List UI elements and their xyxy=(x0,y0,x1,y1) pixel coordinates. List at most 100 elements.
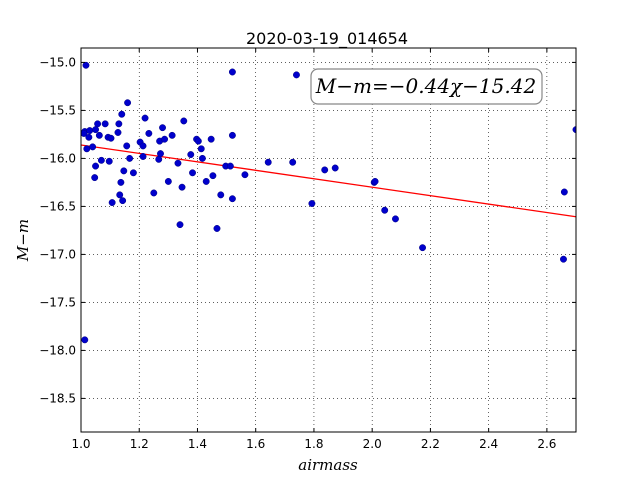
data-point xyxy=(180,117,188,125)
data-point xyxy=(92,126,100,134)
x-tick-label: 1.8 xyxy=(304,437,323,451)
data-point xyxy=(289,158,297,166)
y-tick-label: −15.5 xyxy=(39,103,76,117)
data-point xyxy=(241,171,249,179)
data-point xyxy=(168,131,176,139)
fit-equation-annotation: M−m=−0.44χ−15.42 xyxy=(315,74,536,98)
data-point xyxy=(82,61,90,69)
plot-area xyxy=(81,48,576,432)
plot-frame xyxy=(80,47,577,433)
data-point xyxy=(560,188,568,196)
x-tick-label: 1.0 xyxy=(71,437,90,451)
y-tick-label: −16.0 xyxy=(39,151,76,165)
data-point xyxy=(123,142,131,150)
data-point xyxy=(117,178,125,186)
data-point xyxy=(86,127,94,135)
data-point xyxy=(139,142,147,150)
data-point xyxy=(226,162,234,170)
data-point xyxy=(176,221,184,229)
data-point xyxy=(105,157,113,165)
y-tick-label: −18.0 xyxy=(39,343,76,357)
data-point xyxy=(97,156,105,164)
data-points xyxy=(81,61,576,344)
data-point xyxy=(85,133,93,141)
data-point xyxy=(174,159,182,167)
data-point xyxy=(155,155,163,163)
data-point xyxy=(228,68,236,76)
data-point xyxy=(161,135,169,143)
data-point xyxy=(126,154,134,162)
x-axis-label: airmass xyxy=(298,456,358,474)
data-point xyxy=(141,114,149,122)
data-point xyxy=(159,124,166,132)
data-point xyxy=(129,169,137,177)
data-point xyxy=(419,244,426,252)
data-point xyxy=(228,131,236,139)
data-point xyxy=(120,167,128,175)
data-point xyxy=(124,99,132,107)
data-point xyxy=(371,177,379,185)
y-tick-label: −17.0 xyxy=(39,247,76,261)
data-point xyxy=(194,137,202,145)
data-point xyxy=(118,110,126,118)
data-point xyxy=(92,162,100,170)
data-point xyxy=(202,177,210,185)
data-point xyxy=(213,225,221,232)
y-axis-label: M−m xyxy=(14,219,32,262)
data-point xyxy=(83,145,91,153)
annotation-box: M−m=−0.44χ−15.42 xyxy=(310,68,543,105)
data-point xyxy=(264,158,272,166)
data-point xyxy=(197,145,205,153)
data-point xyxy=(187,151,195,159)
data-point xyxy=(207,135,215,143)
fit-line-group xyxy=(80,144,577,218)
data-point xyxy=(91,174,99,182)
x-tick-label: 2.0 xyxy=(363,437,382,451)
data-point xyxy=(81,129,88,137)
data-point xyxy=(95,131,103,139)
data-point xyxy=(145,129,153,137)
y-tick-label: −16.5 xyxy=(39,199,76,213)
data-point xyxy=(392,215,399,223)
y-tick-label: −15.0 xyxy=(39,55,76,69)
data-point xyxy=(209,172,217,180)
data-point xyxy=(381,206,389,214)
x-tick-label: 1.4 xyxy=(188,437,207,451)
data-point xyxy=(116,191,124,199)
fit-line xyxy=(80,144,577,218)
annotation-frame xyxy=(310,68,543,105)
data-point xyxy=(157,150,164,158)
data-point xyxy=(178,183,186,191)
data-point xyxy=(89,143,97,151)
data-point xyxy=(189,169,196,177)
y-tick-label: −18.5 xyxy=(39,391,76,405)
data-point xyxy=(308,200,316,207)
data-point xyxy=(217,191,225,199)
x-tick-label: 1.2 xyxy=(130,437,149,451)
data-point xyxy=(115,120,123,128)
data-point xyxy=(114,129,122,136)
chart-title: 2020-03-19_014654 xyxy=(246,29,408,49)
data-point xyxy=(108,199,116,207)
data-point xyxy=(321,166,329,174)
x-tick-label: 1.6 xyxy=(246,437,265,451)
data-point xyxy=(228,195,236,203)
grid xyxy=(80,48,576,432)
data-point xyxy=(198,154,206,162)
data-point xyxy=(331,164,339,172)
data-point xyxy=(293,71,300,79)
data-point xyxy=(164,177,172,185)
x-tick-label: 2.6 xyxy=(537,437,556,451)
data-point xyxy=(150,189,158,197)
ticks: 1.0 1.2 1.4 1.6 1.8 2.0 2.2 2.4 2.6 −15.0 −15.5 −16… xyxy=(39,48,576,451)
data-point xyxy=(81,336,89,344)
y-tick-label: −17.5 xyxy=(39,295,76,309)
data-point xyxy=(560,255,567,263)
x-tick-label: 2.2 xyxy=(421,437,440,451)
data-point xyxy=(107,134,115,142)
data-point xyxy=(119,197,127,205)
x-tick-label: 2.4 xyxy=(479,437,498,451)
data-point xyxy=(101,120,109,128)
